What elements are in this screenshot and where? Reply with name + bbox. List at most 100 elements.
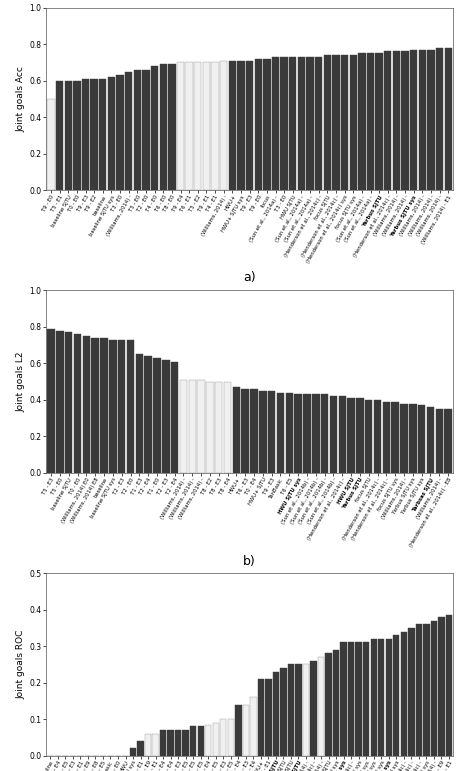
- Bar: [65, 332, 72, 473]
- Bar: [392, 402, 399, 473]
- Bar: [171, 362, 178, 473]
- Bar: [423, 625, 430, 756]
- Bar: [265, 679, 272, 756]
- Bar: [246, 61, 253, 190]
- Bar: [255, 59, 262, 190]
- Bar: [91, 79, 98, 190]
- Bar: [318, 657, 324, 756]
- Bar: [298, 57, 305, 190]
- Bar: [438, 617, 445, 756]
- Bar: [74, 334, 82, 473]
- Bar: [401, 52, 409, 190]
- Bar: [233, 387, 240, 473]
- Bar: [315, 57, 322, 190]
- Bar: [415, 625, 422, 756]
- Bar: [374, 400, 382, 473]
- Bar: [294, 395, 302, 473]
- Bar: [197, 380, 205, 473]
- Bar: [363, 642, 369, 756]
- Bar: [436, 48, 443, 190]
- Bar: [338, 396, 346, 473]
- Bar: [136, 355, 143, 473]
- Bar: [272, 57, 279, 190]
- Bar: [118, 340, 125, 473]
- Bar: [312, 395, 320, 473]
- Bar: [295, 665, 302, 756]
- Bar: [108, 77, 115, 190]
- Bar: [144, 356, 152, 473]
- Bar: [289, 57, 296, 190]
- Bar: [127, 340, 134, 473]
- Bar: [348, 642, 354, 756]
- Bar: [177, 62, 184, 190]
- Bar: [303, 395, 311, 473]
- Bar: [237, 61, 245, 190]
- Bar: [228, 719, 234, 756]
- Bar: [151, 66, 158, 190]
- Bar: [306, 57, 314, 190]
- Bar: [189, 380, 196, 473]
- Bar: [130, 749, 136, 756]
- Bar: [445, 48, 452, 190]
- Bar: [286, 392, 293, 473]
- Bar: [153, 358, 161, 473]
- Bar: [47, 99, 55, 190]
- Bar: [401, 631, 407, 756]
- Bar: [220, 719, 227, 756]
- Y-axis label: Joint goals L2: Joint goals L2: [16, 352, 25, 412]
- Bar: [258, 679, 264, 756]
- Bar: [410, 49, 417, 190]
- Bar: [393, 52, 400, 190]
- Bar: [358, 53, 365, 190]
- Y-axis label: Joint goals Acc: Joint goals Acc: [16, 66, 25, 132]
- Bar: [243, 705, 249, 756]
- Bar: [159, 64, 167, 190]
- Bar: [250, 697, 256, 756]
- Bar: [427, 407, 434, 473]
- Bar: [382, 402, 390, 473]
- Bar: [65, 81, 72, 190]
- Bar: [330, 396, 337, 473]
- Bar: [47, 328, 55, 473]
- Bar: [153, 734, 159, 756]
- Bar: [263, 59, 271, 190]
- Bar: [311, 661, 317, 756]
- Bar: [393, 635, 399, 756]
- Bar: [341, 56, 348, 190]
- Bar: [213, 722, 219, 756]
- Bar: [82, 79, 89, 190]
- Bar: [446, 615, 452, 756]
- Bar: [427, 49, 435, 190]
- Bar: [431, 621, 437, 756]
- Bar: [277, 392, 284, 473]
- Bar: [142, 69, 150, 190]
- Bar: [125, 72, 132, 190]
- Bar: [215, 382, 223, 473]
- Bar: [303, 665, 309, 756]
- Bar: [250, 389, 258, 473]
- Bar: [400, 403, 408, 473]
- Bar: [116, 76, 124, 190]
- Bar: [367, 53, 374, 190]
- Bar: [180, 380, 187, 473]
- Bar: [100, 338, 108, 473]
- Bar: [175, 730, 181, 756]
- Bar: [229, 61, 236, 190]
- Bar: [384, 52, 392, 190]
- Bar: [235, 705, 241, 756]
- Bar: [324, 56, 331, 190]
- Bar: [378, 639, 384, 756]
- Bar: [386, 639, 392, 756]
- Bar: [333, 56, 340, 190]
- Bar: [203, 62, 210, 190]
- Bar: [56, 81, 63, 190]
- Bar: [212, 62, 219, 190]
- Bar: [73, 81, 81, 190]
- Bar: [259, 391, 267, 473]
- Bar: [418, 406, 425, 473]
- Bar: [288, 665, 294, 756]
- Bar: [321, 395, 328, 473]
- Bar: [408, 628, 414, 756]
- X-axis label: a): a): [243, 271, 256, 284]
- Bar: [137, 741, 144, 756]
